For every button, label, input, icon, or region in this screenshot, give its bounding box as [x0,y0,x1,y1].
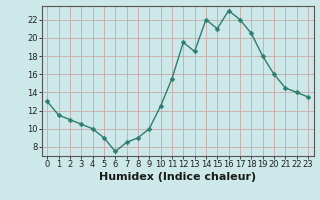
X-axis label: Humidex (Indice chaleur): Humidex (Indice chaleur) [99,172,256,182]
